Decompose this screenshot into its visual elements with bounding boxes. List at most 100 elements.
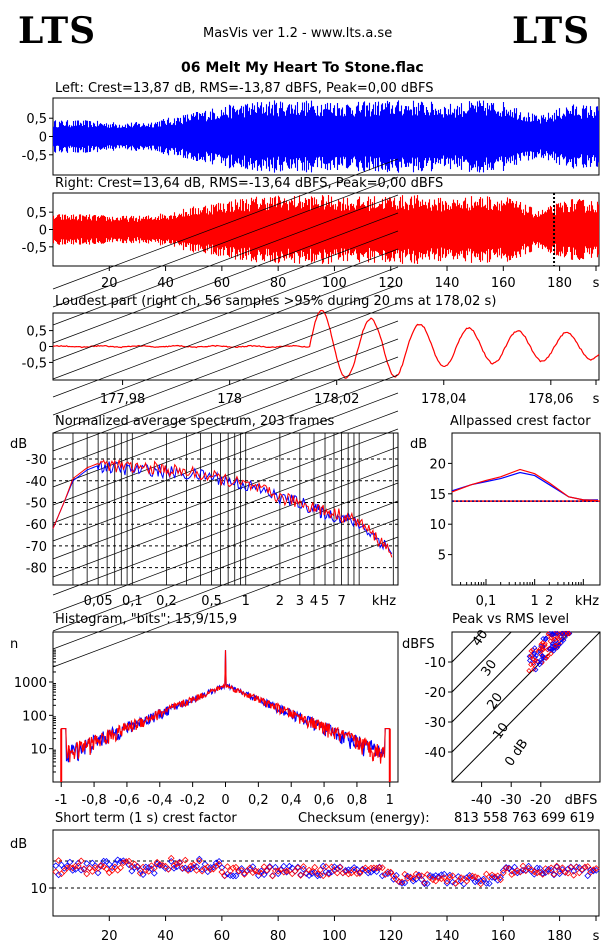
- ytick-label-wave-0: -0,5: [22, 149, 47, 164]
- stcrest-point: [435, 873, 442, 880]
- stcrest-point: [550, 870, 558, 878]
- spectrum-ytick-label: -40: [26, 475, 47, 490]
- stcrest-point: [387, 868, 395, 876]
- pvr-clip-group: [451, 631, 601, 783]
- stcrest-point: [119, 859, 127, 867]
- stcrest-point: [559, 864, 566, 872]
- spectrum-slope-line: [52, 446, 399, 578]
- stcrest-point: [401, 879, 409, 887]
- crest-xtick-label: 1: [531, 594, 539, 609]
- stcrest-point: [117, 857, 124, 865]
- xtick-label-wave: 80: [270, 276, 287, 291]
- stcrest-point: [58, 870, 65, 878]
- checksum-value: 813 558 763 699 619: [454, 811, 595, 826]
- stcrest-point: [58, 861, 65, 869]
- spectrum-frame: [52, 432, 399, 586]
- crest-ytick-label: 5: [438, 549, 446, 564]
- xtick-label-loud: 178,02: [314, 392, 360, 407]
- stcrest-point: [443, 879, 451, 887]
- stcrest-xtick-label: 20: [101, 929, 118, 944]
- pvr-point: [526, 657, 533, 664]
- stcrest-point: [440, 870, 448, 878]
- spectrum-xtick-label: 3: [296, 594, 304, 609]
- stcrest-point: [539, 870, 547, 878]
- stcrest-point: [480, 875, 488, 883]
- stcrest-point: [297, 871, 305, 879]
- stcrest-point: [198, 865, 206, 873]
- spectrum-slope-line: [52, 374, 399, 506]
- stcrest-point: [305, 866, 313, 874]
- stcrest-point: [542, 865, 549, 873]
- spectrum-slope-line: [52, 212, 399, 344]
- stcrest-point: [283, 868, 290, 876]
- stcrest-point: [204, 868, 212, 876]
- stcrest-point: [440, 874, 448, 882]
- spectrum-slope-line: [52, 482, 399, 614]
- pvr-point: [547, 638, 554, 644]
- stcrest-point: [547, 864, 555, 872]
- stcrest-point: [544, 865, 552, 873]
- xtick-label-wave: 100: [322, 276, 347, 291]
- stcrest-point: [91, 862, 99, 870]
- stcrest-point: [212, 862, 220, 870]
- logo-left: LTS: [18, 10, 97, 52]
- stcrest-point: [536, 868, 544, 876]
- stcrest-point: [404, 872, 412, 880]
- stcrest-point: [449, 872, 457, 880]
- stcrest-point: [511, 863, 518, 871]
- pvr-point: [556, 635, 562, 642]
- stcrest-point: [94, 869, 102, 877]
- stcrest-point: [83, 860, 91, 867]
- stcrest-point: [446, 873, 454, 881]
- stcrest-point: [266, 863, 274, 870]
- pvr-point: [531, 656, 537, 662]
- stcrest-point: [404, 874, 412, 882]
- pvr-point: [543, 655, 549, 661]
- stcrest-point: [359, 865, 366, 873]
- pvr-ytick-label: -30: [425, 716, 446, 731]
- crest-ytick-label: 20: [429, 457, 446, 472]
- stcrest-point: [294, 864, 302, 872]
- spectrum-series-0: [52, 460, 393, 555]
- crest-xtick-label: 2: [545, 594, 553, 609]
- right-channel-title: Right: Crest=13,64 dB, RMS=-13,64 dBFS, …: [55, 176, 444, 191]
- pvr-point: [539, 647, 546, 653]
- stcrest-point: [232, 872, 240, 880]
- stcrest-point: [319, 872, 327, 880]
- app-version: MasVis ver 1.2 - www.lts.a.se: [203, 26, 393, 41]
- xtick-label-wave: 160: [491, 276, 516, 291]
- stcrest-point: [356, 869, 364, 877]
- stcrest-xtick-label: 100: [322, 929, 347, 944]
- stcrest-point: [331, 863, 338, 871]
- hist-xtick-label: 0,2: [248, 793, 269, 808]
- spectrum-slope-line: [52, 284, 399, 416]
- stcrest-point: [471, 873, 479, 881]
- stcrest-point: [55, 871, 63, 879]
- stcrest-point: [333, 865, 341, 873]
- spectrum-xtick-label: kHz: [372, 594, 396, 609]
- pvr-ytick-label: -40: [425, 746, 446, 761]
- stcrest-point: [311, 863, 319, 871]
- stcrest-point: [190, 861, 198, 869]
- ytick-label-wave-1: -0,5: [22, 241, 47, 256]
- hist-xtick-label: -0,4: [147, 793, 172, 808]
- spectrum-xtick-label: 1: [242, 594, 250, 609]
- stcrest-point: [277, 866, 285, 874]
- hist-xtick-label: 0: [221, 793, 229, 808]
- pvr-point: [544, 653, 551, 660]
- stcrest-point: [364, 866, 372, 874]
- pvr-diagonal: [451, 631, 601, 783]
- stcrest-point: [134, 863, 141, 871]
- stcrest-point: [193, 863, 200, 870]
- pvr-point: [537, 645, 544, 652]
- stcrest-point: [280, 862, 288, 870]
- stcrest-point: [497, 876, 504, 884]
- histogram-series-1: [61, 650, 390, 764]
- stcrest-point: [77, 866, 85, 874]
- stcrest-point: [333, 869, 341, 877]
- stcrest-point: [376, 863, 383, 871]
- hist-ylabel: n: [10, 637, 18, 652]
- stcrest-point: [170, 862, 178, 869]
- pvr-ylabel: dBFS: [402, 637, 435, 652]
- stcrest-point: [570, 867, 578, 875]
